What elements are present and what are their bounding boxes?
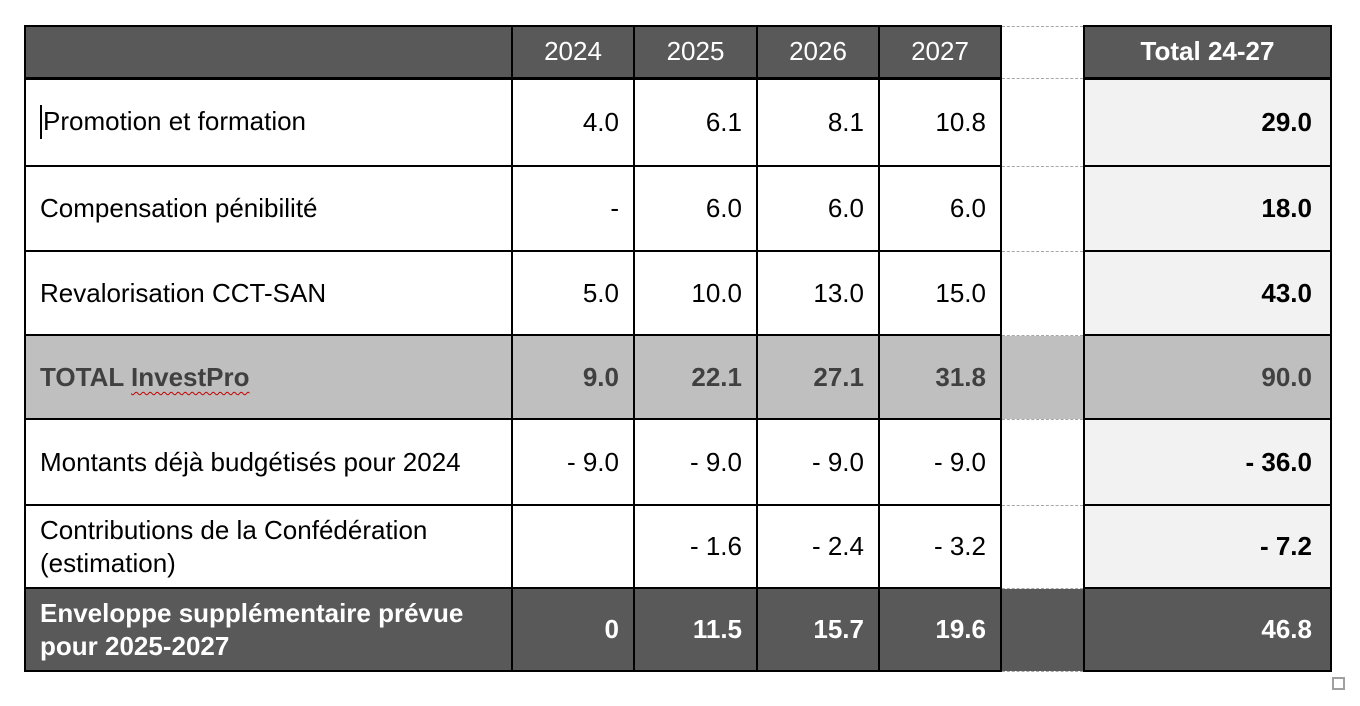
- value-cell[interactable]: 6.0: [878, 165, 1002, 252]
- value-cell[interactable]: - 9.0: [633, 418, 758, 506]
- row-label-cell[interactable]: Montants déjà budgétisés pour 2024: [24, 418, 513, 506]
- table-header-row: 2024 2025 2026 2027 Total 24-27: [24, 25, 1332, 80]
- value-cell[interactable]: - 9.0: [756, 418, 880, 506]
- value-cell[interactable]: - 9.0: [878, 418, 1002, 506]
- spacer-cell[interactable]: [1000, 587, 1085, 672]
- spacer-cell[interactable]: [1000, 165, 1085, 252]
- value-cell[interactable]: - 2.4: [756, 504, 880, 589]
- value-cell[interactable]: 9.0: [511, 334, 635, 420]
- value-cell[interactable]: 4.0: [511, 77, 635, 167]
- value-cell[interactable]: 0: [511, 587, 635, 672]
- spacer-cell[interactable]: [1000, 504, 1085, 589]
- value-cell[interactable]: 6.0: [756, 165, 880, 252]
- value-cell[interactable]: 5.0: [511, 250, 635, 336]
- table-row: Revalorisation CCT-SAN 5.0 10.0 13.0 15.…: [24, 250, 1332, 336]
- spacer-cell[interactable]: [1000, 25, 1085, 79]
- value-cell[interactable]: 22.1: [633, 334, 758, 420]
- total-cell[interactable]: 43.0: [1083, 250, 1332, 336]
- value-cell[interactable]: 8.1: [756, 77, 880, 167]
- subtotal-label-prefix: TOTAL: [40, 361, 131, 392]
- row-label-cell[interactable]: Revalorisation CCT-SAN: [24, 250, 513, 336]
- table-row: Contributions de la Confédération (estim…: [24, 504, 1332, 589]
- value-cell[interactable]: -: [511, 165, 635, 252]
- table-resize-handle[interactable]: [1332, 677, 1345, 690]
- value-cell[interactable]: 11.5: [633, 587, 758, 672]
- header-total[interactable]: Total 24-27: [1083, 25, 1332, 80]
- budget-table: 2024 2025 2026 2027 Total 24-27 Promotio…: [24, 25, 1332, 672]
- total-cell[interactable]: 18.0: [1083, 165, 1332, 252]
- spellcheck-misspelled-word: InvestPro: [131, 361, 250, 392]
- value-cell[interactable]: 10.8: [878, 77, 1002, 167]
- total-cell[interactable]: 29.0: [1083, 77, 1332, 167]
- value-cell[interactable]: 15.0: [878, 250, 1002, 336]
- row-label-cell[interactable]: Promotion et formation: [24, 77, 513, 167]
- value-cell[interactable]: - 3.2: [878, 504, 1002, 589]
- subtotal-row: TOTAL InvestPro 9.0 22.1 27.1 31.8 90.0: [24, 334, 1332, 420]
- grand-total-row: Enveloppe supplémentaire prévue pour 202…: [24, 587, 1332, 672]
- value-cell[interactable]: 13.0: [756, 250, 880, 336]
- table-row: Compensation pénibilité - 6.0 6.0 6.0 18…: [24, 165, 1332, 252]
- value-cell[interactable]: 6.1: [633, 77, 758, 167]
- value-cell[interactable]: 10.0: [633, 250, 758, 336]
- total-cell[interactable]: - 36.0: [1083, 418, 1332, 506]
- row-label: Promotion et formation: [43, 105, 307, 136]
- value-cell[interactable]: 19.6: [878, 587, 1002, 672]
- text-cursor: [40, 104, 42, 139]
- spacer-cell[interactable]: [1000, 250, 1085, 336]
- header-empty-cell[interactable]: [24, 25, 513, 80]
- value-cell[interactable]: 31.8: [878, 334, 1002, 420]
- header-year-2025[interactable]: 2025: [633, 25, 758, 80]
- header-year-2027[interactable]: 2027: [878, 25, 1002, 80]
- value-cell[interactable]: 15.7: [756, 587, 880, 672]
- table-row: Montants déjà budgétisés pour 2024 - 9.0…: [24, 418, 1332, 506]
- value-cell[interactable]: 6.0: [633, 165, 758, 252]
- value-cell[interactable]: [511, 504, 635, 589]
- total-cell[interactable]: - 7.2: [1083, 504, 1332, 589]
- header-year-2024[interactable]: 2024: [511, 25, 635, 80]
- value-cell[interactable]: 27.1: [756, 334, 880, 420]
- table-row: Promotion et formation 4.0 6.1 8.1 10.8 …: [24, 77, 1332, 167]
- spacer-cell[interactable]: [1000, 418, 1085, 506]
- header-year-2026[interactable]: 2026: [756, 25, 880, 80]
- value-cell[interactable]: - 1.6: [633, 504, 758, 589]
- row-label-cell[interactable]: Contributions de la Confédération (estim…: [24, 504, 513, 589]
- value-cell[interactable]: - 9.0: [511, 418, 635, 506]
- document-canvas: 2024 2025 2026 2027 Total 24-27 Promotio…: [24, 25, 1332, 672]
- spacer-cell[interactable]: [1000, 334, 1085, 420]
- row-label-cell[interactable]: Enveloppe supplémentaire prévue pour 202…: [24, 587, 513, 672]
- row-label-cell[interactable]: Compensation pénibilité: [24, 165, 513, 252]
- total-cell[interactable]: 90.0: [1083, 334, 1332, 420]
- spacer-cell[interactable]: [1000, 77, 1085, 167]
- row-label-cell[interactable]: TOTAL InvestPro: [24, 334, 513, 420]
- total-cell[interactable]: 46.8: [1083, 587, 1332, 672]
